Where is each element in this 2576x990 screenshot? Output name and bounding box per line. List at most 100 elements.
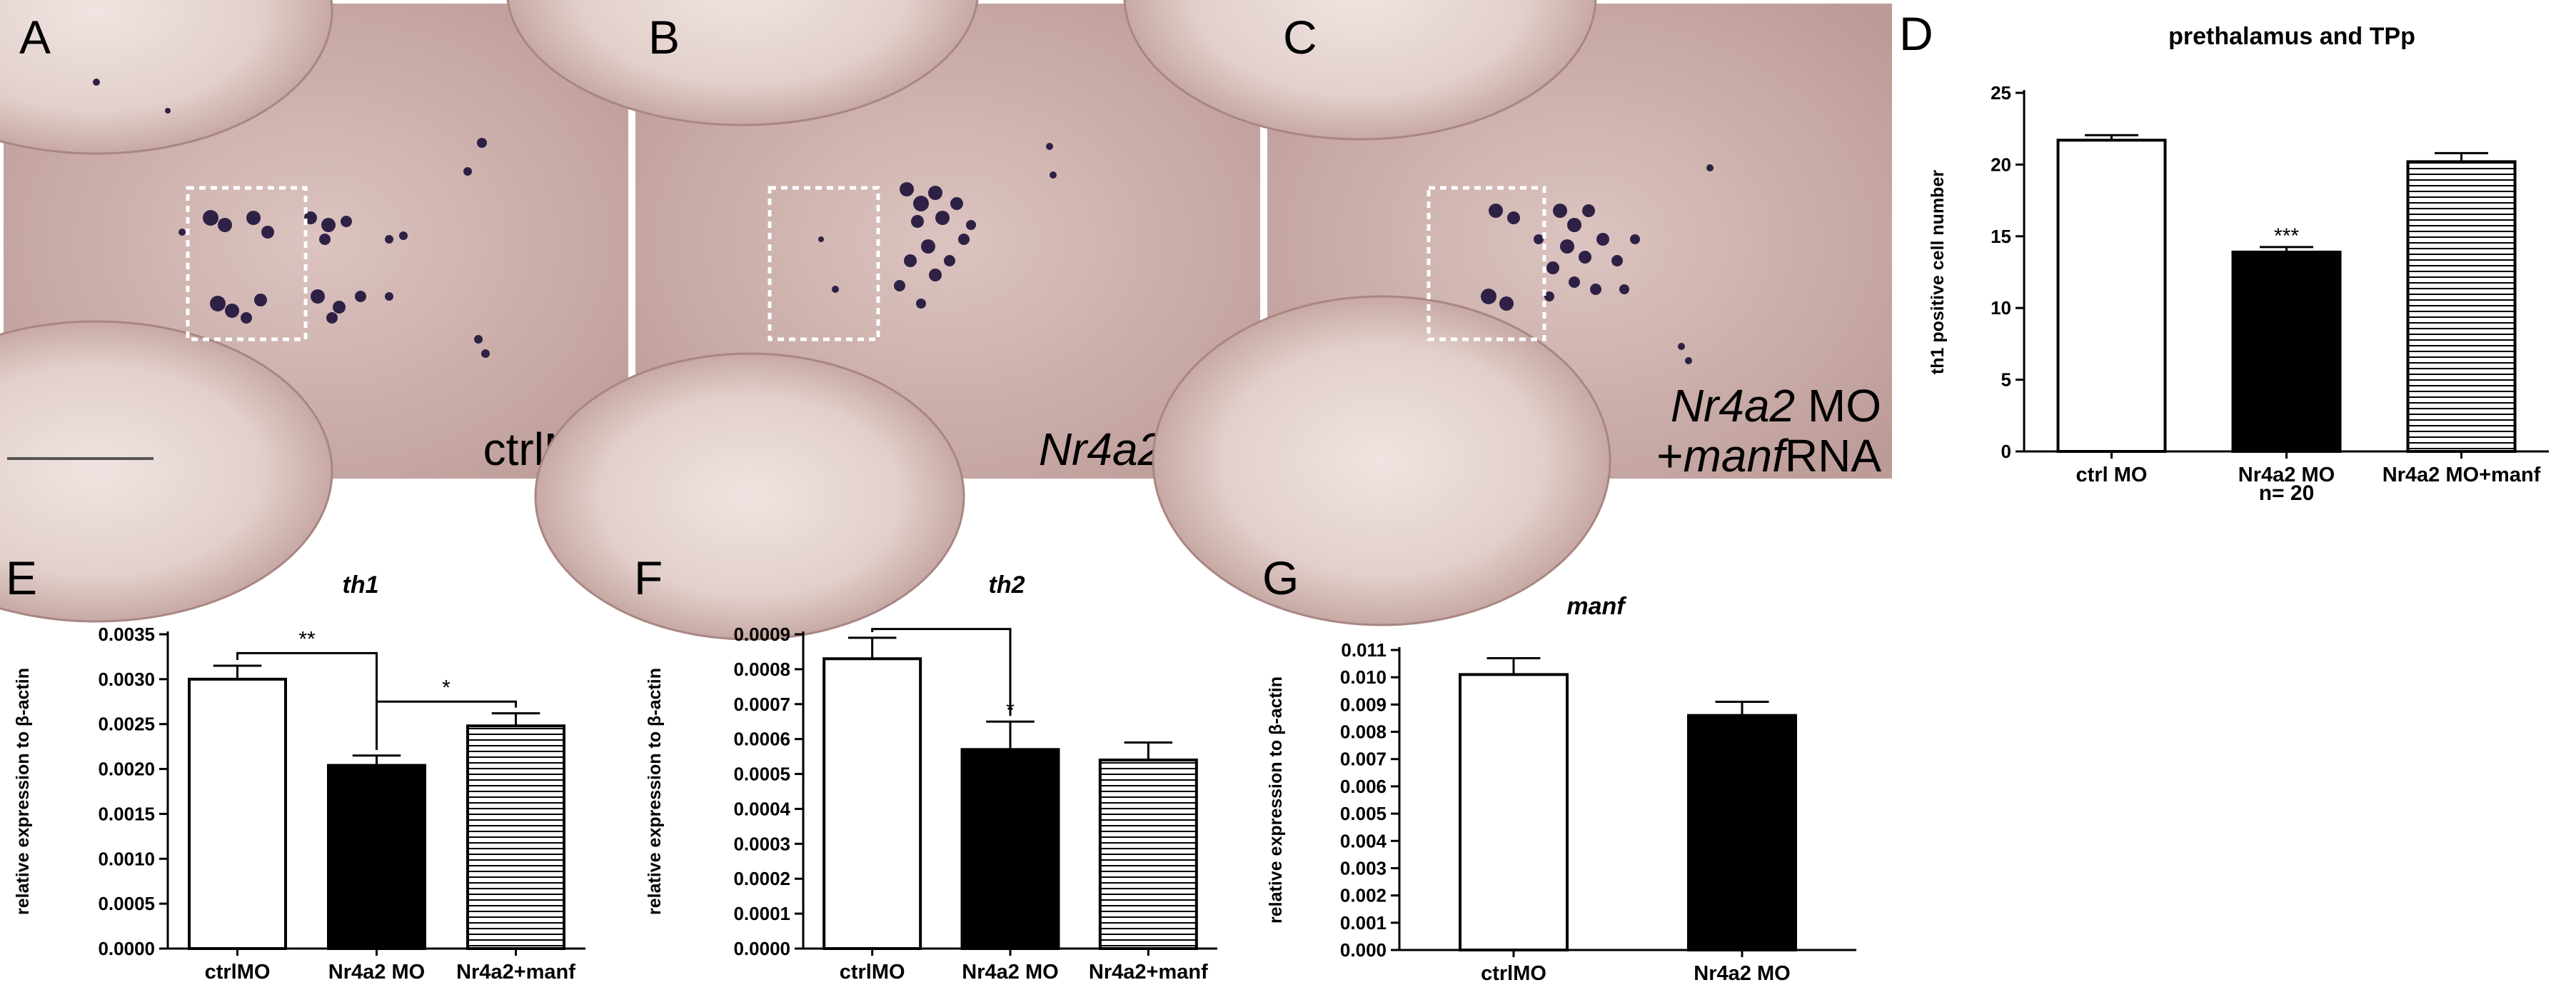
significance-label: ***: [2274, 224, 2299, 248]
panel-letter: E: [6, 551, 37, 604]
chart-title: th2: [989, 571, 1025, 599]
y-axis-label: th1 positive cell number: [1928, 170, 1948, 374]
y-tick-label: 0.0005: [98, 893, 155, 914]
category-label: Nr4a2 MO+manf: [2383, 464, 2541, 486]
y-tick-label: 0.0009: [733, 624, 790, 645]
significance-label: **: [298, 627, 316, 651]
category-label: Nr4a2 MO: [2238, 464, 2335, 486]
category-label: Nr4a2 MO: [962, 961, 1058, 984]
sample-size-note: n= 20: [2259, 481, 2315, 505]
y-tick-label: 0.0002: [733, 868, 790, 889]
y-tick-label: 0.0006: [733, 729, 790, 750]
y-tick-label: 0.003: [1340, 857, 1387, 879]
category-label: Nr4a2+manf: [1089, 961, 1208, 984]
micrograph-panel-a: A ctrlMO: [0, 0, 628, 623]
y-tick-label: 0.008: [1340, 721, 1387, 743]
y-tick-label: 0.0020: [98, 759, 155, 780]
category-label: Nr4a2 MO: [328, 961, 425, 984]
y-tick-label: 0.0001: [733, 903, 790, 924]
y-tick-label: 0.0030: [98, 669, 155, 690]
category-label: Nr4a2+manf: [456, 961, 575, 984]
y-tick-label: 0.007: [1340, 749, 1387, 770]
bar: [2056, 139, 2167, 453]
panel-letter: G: [1262, 551, 1299, 604]
category-label: ctrlMO: [1481, 962, 1546, 985]
y-tick-label: 0.009: [1340, 694, 1387, 715]
y-tick-label: 0.004: [1340, 830, 1387, 851]
label-part: Nr4a2: [1039, 424, 1163, 475]
y-axis-label: relative expression to β-actin: [13, 668, 33, 915]
significance-bracket: [376, 700, 517, 750]
y-tick-label: 0.0035: [98, 624, 155, 645]
y-axis-label: relative expression to β-actin: [645, 668, 665, 915]
stained-cells: [1481, 164, 1714, 364]
y-tick-label: 0.0000: [98, 938, 155, 959]
label-part: RNA: [1785, 430, 1881, 481]
panel-letter: A: [19, 11, 51, 64]
y-tick-label: 25: [1991, 82, 2011, 104]
y-tick-label: 0.0007: [733, 694, 790, 715]
category-label: ctrlMO: [205, 961, 271, 984]
y-tick-label: 0.0003: [733, 833, 790, 854]
label-part: Nr4a2: [1671, 380, 1795, 431]
bar: [1459, 673, 1569, 951]
significance-label: *: [442, 676, 451, 699]
y-axis-label: relative expression to β-actin: [1266, 676, 1286, 924]
micrograph-panel-b: B Nr4a2 MO: [506, 0, 1260, 641]
y-tick-label: 20: [1991, 154, 2011, 175]
y-tick-label: 0.005: [1340, 803, 1387, 824]
panel-letter: B: [648, 11, 680, 64]
y-tick-label: 0.0010: [98, 848, 155, 869]
y-tick-label: 0: [2001, 441, 2011, 462]
significance-bracket: [871, 628, 1012, 716]
eye-structure: [1152, 295, 1611, 626]
category-label: Nr4a2 MO: [1694, 962, 1790, 985]
chart-f-th2-expression: th2 relative expression to β-actin 0.0000 0…: [645, 571, 1217, 984]
eye-structure: [1123, 0, 1597, 141]
y-tick-label: 0.002: [1340, 885, 1387, 906]
panel-letter: D: [1899, 7, 1933, 60]
micrograph-panel-c: C Nr4a2 MO +manfRNA: [1123, 0, 1892, 626]
y-tick-label: 0.0015: [98, 803, 155, 824]
bar: [960, 748, 1060, 951]
y-tick-label: 0.0000: [733, 938, 790, 959]
category-label: ctrl MO: [2076, 464, 2148, 486]
chart-g-manf-expression: manf relative expression to β-actin 0.000 0…: [1266, 593, 1856, 985]
panel-letter: F: [634, 551, 663, 604]
y-tick-label: 5: [2001, 369, 2011, 391]
roi-dashed-box: [768, 186, 880, 341]
eye-structure: [534, 352, 965, 641]
category-label: ctrlMO: [840, 961, 905, 984]
y-tick-label: 0.0004: [733, 798, 790, 819]
chart-title: th1: [343, 571, 379, 599]
bar: [2231, 250, 2342, 453]
bar: [1687, 714, 1797, 951]
bar: [188, 677, 287, 950]
stained-cells: [93, 79, 490, 358]
y-tick-label: 0.0005: [733, 764, 790, 785]
y-tick-label: 15: [1991, 226, 2011, 247]
eye-structure: [0, 320, 333, 623]
chart-title: manf: [1566, 593, 1627, 620]
bar: [466, 724, 565, 950]
eye-structure: [0, 0, 333, 155]
bar: [822, 657, 922, 950]
y-tick-label: 0.0008: [733, 659, 790, 680]
chart-title: prethalamus and TPp: [2168, 23, 2415, 50]
chart-d-prethalamus-cell-count: prethalamus and TPp th1 positive cell num…: [1928, 23, 2549, 505]
micrograph-condition-label-line2: +manfRNA: [1656, 430, 1881, 481]
label-part: MO: [1795, 380, 1881, 431]
stained-cells: [818, 143, 1057, 309]
y-tick-label: 10: [1991, 297, 2011, 319]
bar: [1098, 759, 1198, 950]
chart-e-th1-expression: th1 relative expression to β-actin 0.0000 0…: [13, 571, 585, 984]
label-part: manf: [1684, 430, 1790, 481]
panel-letter: C: [1283, 11, 1317, 64]
y-tick-label: 0.001: [1340, 912, 1387, 934]
y-tick-label: 0.0025: [98, 714, 155, 735]
bar: [327, 764, 426, 950]
label-part: +: [1656, 430, 1683, 481]
y-tick-label: 0.006: [1340, 776, 1387, 797]
y-tick-label: 0.010: [1340, 666, 1387, 688]
